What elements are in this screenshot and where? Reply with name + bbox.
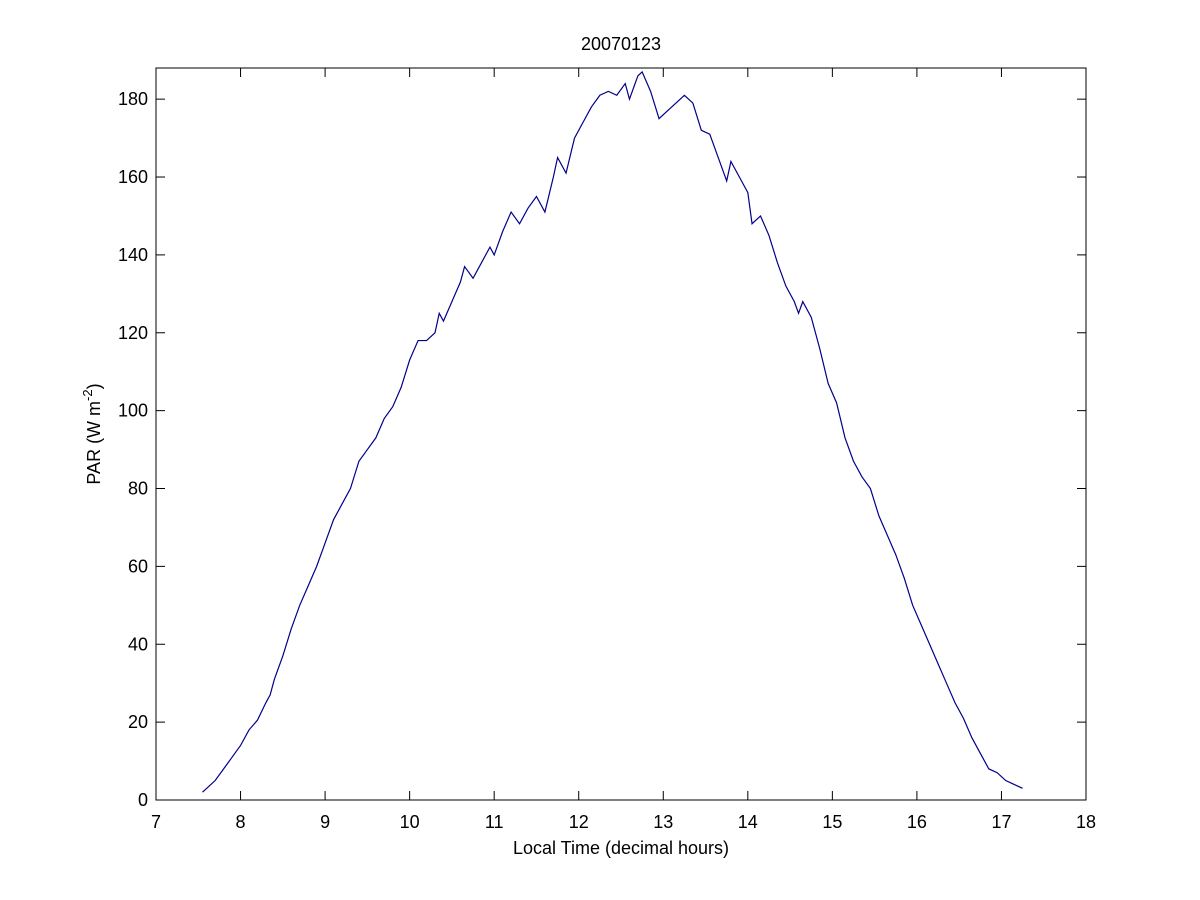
x-tick-label: 9 xyxy=(320,812,330,832)
y-tick-label: 160 xyxy=(118,167,148,187)
x-tick-label: 8 xyxy=(236,812,246,832)
x-tick-label: 17 xyxy=(991,812,1011,832)
x-tick-label: 10 xyxy=(400,812,420,832)
y-tick-label: 120 xyxy=(118,323,148,343)
chart-title: 20070123 xyxy=(581,34,661,54)
y-label-text: PAR (W m xyxy=(84,401,104,485)
data-line xyxy=(202,70,1023,793)
x-tick-label: 11 xyxy=(485,812,504,832)
y-tick-label: 140 xyxy=(118,245,148,265)
y-tick-label: 60 xyxy=(128,556,148,576)
y-tick-label: 0 xyxy=(138,790,148,810)
x-tick-label: 18 xyxy=(1076,812,1096,832)
y-label-superscript: -2 xyxy=(80,389,95,401)
y-tick-label: 20 xyxy=(128,712,148,732)
x-tick-label: 13 xyxy=(653,812,673,832)
y-tick-label: 100 xyxy=(118,401,148,421)
y-tick-label: 40 xyxy=(128,634,148,654)
x-tick-label: 12 xyxy=(569,812,589,832)
plot-frame xyxy=(155,67,1087,801)
y-label-suffix: ) xyxy=(84,383,104,389)
y-tick-label: 180 xyxy=(118,89,148,109)
x-tick-label: 15 xyxy=(822,812,842,832)
x-tick-label: 14 xyxy=(738,812,758,832)
y-axis-label: PAR (W m-2) xyxy=(80,383,104,484)
x-axis-label: Local Time (decimal hours) xyxy=(513,838,729,858)
x-tick-label: 16 xyxy=(907,812,927,832)
x-tick-label: 7 xyxy=(151,812,161,832)
y-tick-label: 80 xyxy=(128,479,148,499)
